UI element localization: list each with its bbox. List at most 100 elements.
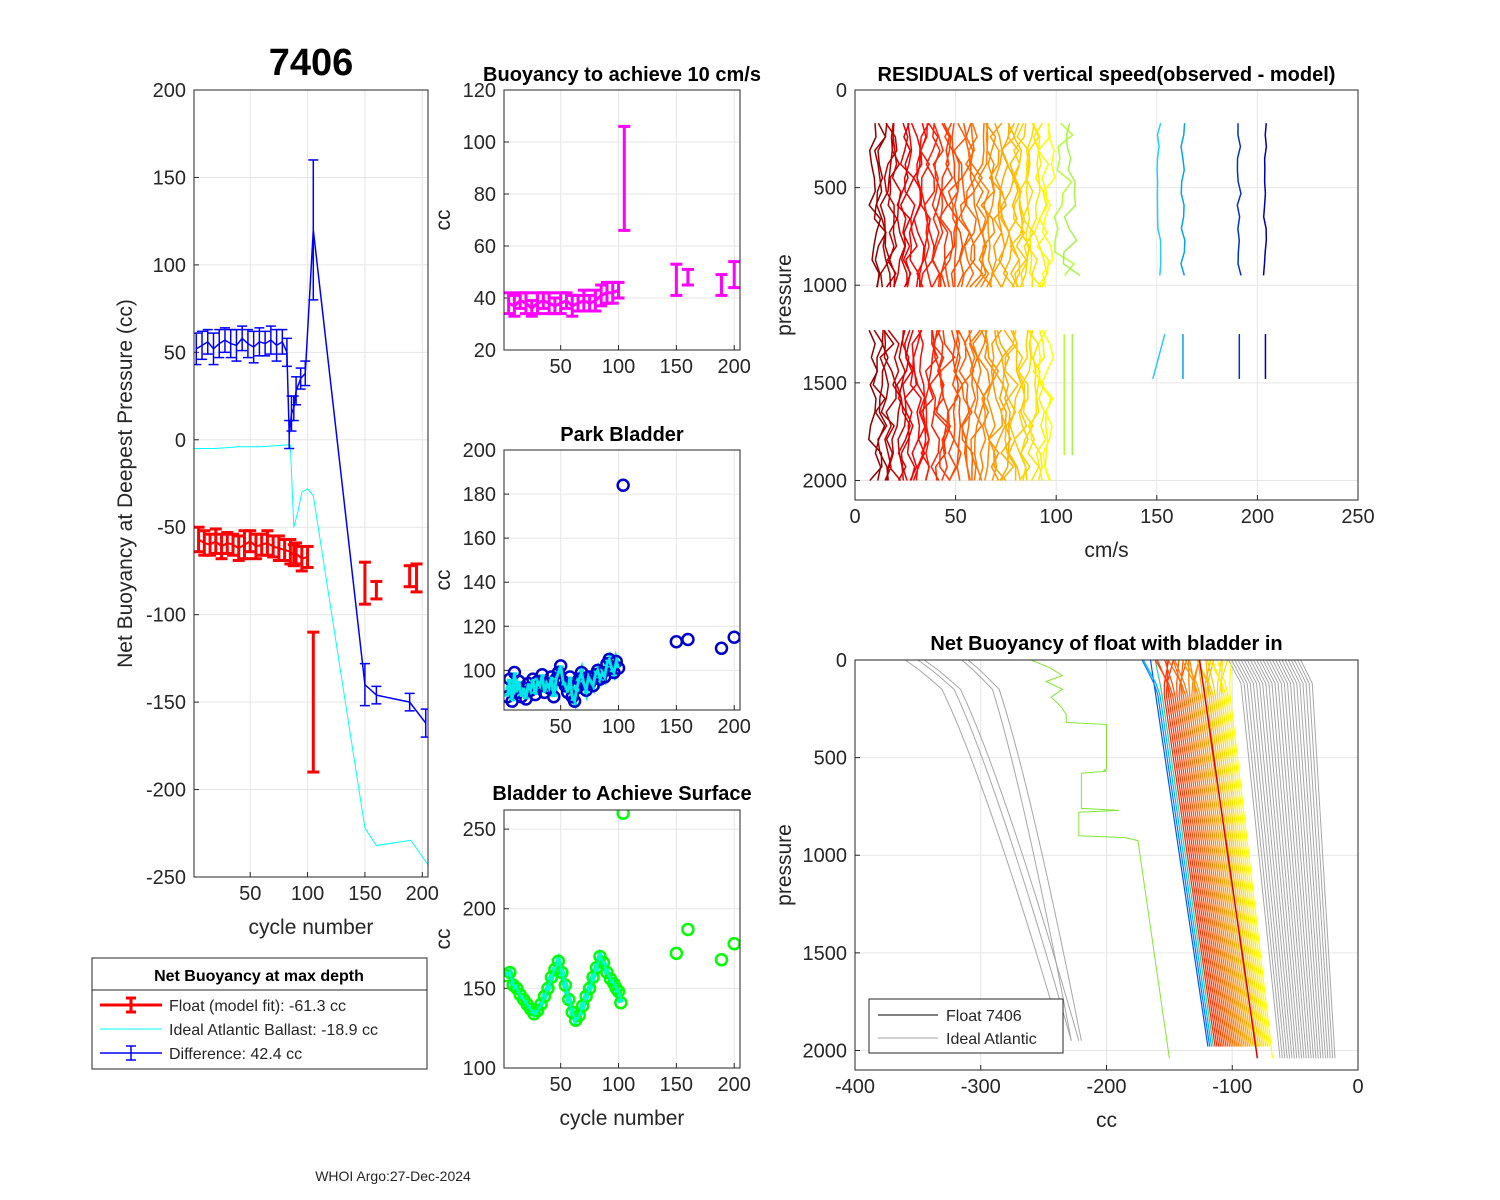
bladder-in-profile	[1165, 660, 1218, 1047]
x-tick-label: 150	[1140, 506, 1173, 528]
series-line-float	[198, 538, 308, 560]
residual-profile	[959, 122, 976, 288]
ideal-curve	[1228, 660, 1281, 1059]
x-tick-label: 200	[1241, 506, 1274, 528]
ideal-curve	[1246, 660, 1295, 1059]
x-tick-label: 50	[550, 716, 572, 738]
residual-profile	[924, 330, 939, 481]
ideal-curve	[1272, 660, 1314, 1059]
axes-frame	[854, 89, 1359, 501]
x-tick-label: 150	[660, 356, 693, 378]
y-tick-label: 100	[153, 255, 186, 277]
y-tick-label: -100	[146, 605, 186, 627]
residual-profile	[1000, 329, 1015, 481]
ideal-curve	[1256, 660, 1303, 1059]
residuals-axes: 0 50 100 150 200 250 0 500 1000 1500 2000 RESIDUALS…	[773, 64, 1375, 562]
bladder-in-profile	[1164, 660, 1225, 1047]
residual-profile	[1000, 122, 1016, 288]
series-line-difference	[195, 229, 427, 724]
legend-entry-ideal-atlantic: Ideal Atlantic	[946, 1031, 1037, 1048]
bladder-in-profile	[1142, 660, 1213, 1047]
x-tick-label: 150	[660, 1074, 693, 1096]
residual-profile	[947, 123, 964, 288]
park-point	[616, 478, 630, 493]
residual-profile	[1008, 329, 1023, 481]
residual-profile	[984, 122, 997, 288]
x-tick-label: -100	[1212, 1076, 1252, 1098]
y-tick-label: 0	[175, 430, 186, 452]
axes-frame	[503, 809, 741, 1069]
residual-profile	[939, 122, 954, 288]
bladder-in-profile	[1149, 660, 1209, 1047]
surface-point	[558, 978, 573, 992]
ideal-curve	[1234, 660, 1286, 1059]
bladder-in-profile	[1188, 660, 1238, 1047]
net_buoyancy-axes: 50 100 150 200 -250 -200 -150 -100 -50 0 50 100 150 2…	[114, 80, 439, 939]
bladder-in-profile	[1176, 660, 1227, 1047]
residual-outlier	[1156, 122, 1162, 276]
residual-profile	[1004, 329, 1020, 481]
x-tick-label: 100	[602, 356, 635, 378]
plot-area	[504, 90, 740, 350]
y-tick-label: 100	[463, 132, 496, 154]
residual-profile	[984, 330, 1000, 481]
plot-marks	[905, 660, 1336, 1059]
chart-title: RESIDUALS of vertical speed(observed - m…	[878, 64, 1336, 86]
bladder-in-profile	[1193, 660, 1241, 1047]
residual-profile	[931, 123, 942, 288]
ideal-curve	[1262, 660, 1307, 1059]
residual-outlier	[1236, 123, 1242, 276]
x-tick-label: -200	[1086, 1076, 1126, 1098]
series-line-park-inner	[505, 655, 620, 706]
y-tick-label: -150	[146, 692, 186, 714]
residual-profile	[988, 329, 1004, 481]
y-axis-label: pressure	[773, 824, 796, 906]
surface-point	[562, 992, 576, 1007]
bladder_surface-axes: 50 100 150 200 100 150 200 250 Bladder to Achiev…	[432, 783, 752, 1130]
residual-profile	[967, 122, 984, 288]
surface-point	[714, 952, 729, 967]
x-tick-label: 250	[1341, 506, 1374, 528]
chart-title: Buoyancy to achieve 10 cm/s	[483, 64, 761, 86]
chart-title: Bladder to Achieve Surface	[492, 783, 751, 805]
surface-point	[681, 922, 695, 937]
plot-area	[194, 90, 428, 877]
y-tick-label: 120	[463, 616, 496, 638]
x-tick-label: 150	[660, 716, 693, 738]
x-tick-label: 100	[602, 716, 635, 738]
bladder-in-profile	[1163, 660, 1216, 1047]
plot-marks	[504, 810, 740, 1027]
residual-profile	[993, 330, 1008, 481]
footer-text: WHOI Argo:27-Dec-2024	[315, 1168, 471, 1184]
legend-swatch-float	[100, 996, 162, 1014]
ideal-curve	[1275, 660, 1317, 1059]
y-tick-label: 180	[463, 484, 496, 506]
axes-frame	[193, 89, 429, 878]
ideal-curve	[1250, 660, 1298, 1059]
axes-frame	[854, 659, 1359, 1071]
residual-profile	[868, 123, 882, 288]
park-point	[714, 641, 729, 656]
residual-profile	[1020, 329, 1034, 481]
residual-profile	[977, 330, 991, 481]
ideal-curve	[917, 660, 1072, 1041]
ideal-curve	[1259, 660, 1305, 1059]
residual-outlier	[1180, 123, 1186, 276]
bladder-in-profile	[1218, 660, 1263, 1047]
y-tick-label: 150	[463, 978, 496, 1000]
ideal-curve	[1290, 660, 1329, 1059]
y-tick-label: 200	[463, 899, 496, 921]
x-tick-label: 0	[1352, 1076, 1363, 1098]
x-tick-label: 150	[348, 883, 381, 905]
bladder-in-profile	[1206, 660, 1252, 1047]
plot-area	[855, 90, 1358, 500]
y-tick-label: 500	[814, 178, 847, 200]
chart-title: Net Buoyancy of float with bladder in	[930, 633, 1282, 655]
x-tick-label: 100	[1040, 506, 1073, 528]
residual-profile	[1036, 123, 1051, 288]
y-tick-label: 100	[463, 660, 496, 682]
bladder-in-profile	[1216, 660, 1270, 1047]
park-point	[681, 632, 695, 647]
y-axis-label: cc	[432, 570, 455, 591]
